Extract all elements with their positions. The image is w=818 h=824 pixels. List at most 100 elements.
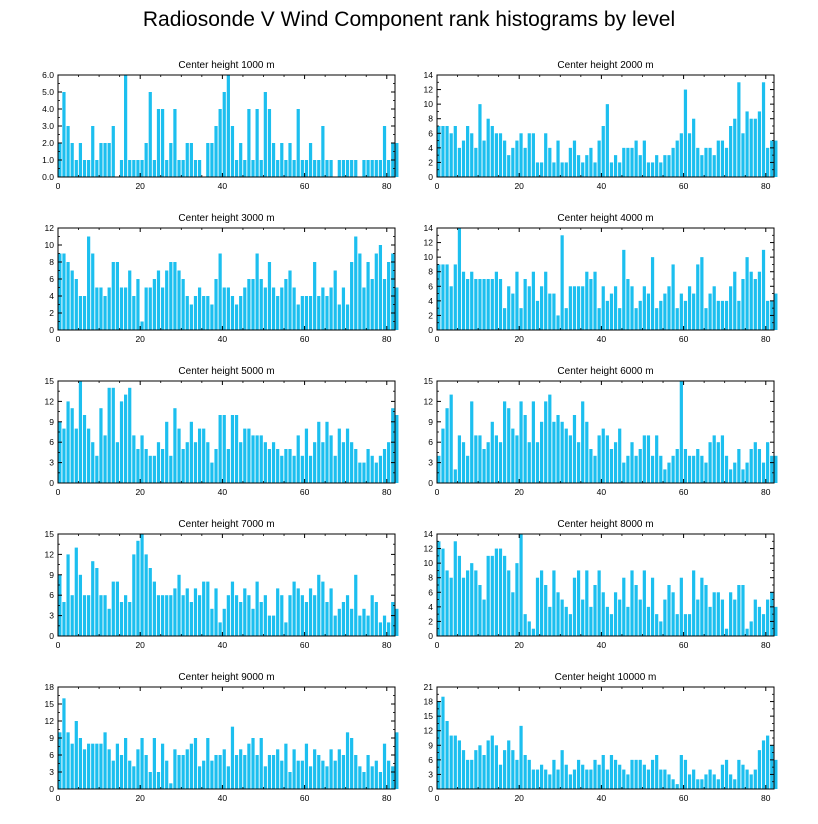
histogram-bar [152, 455, 156, 483]
histogram-bar [478, 279, 482, 330]
histogram-bar [165, 595, 169, 636]
x-tick-label: 60 [679, 487, 689, 497]
histogram-bar [700, 779, 704, 789]
page-title: Radiosonde V Wind Component rank histogr… [142, 8, 676, 31]
histogram-bar [124, 75, 128, 177]
histogram-bar [482, 279, 486, 330]
histogram-bar [482, 599, 486, 636]
y-tick-label: 6 [49, 437, 54, 447]
histogram-bar [333, 270, 337, 330]
histogram-bar [675, 614, 679, 636]
histogram-bar [576, 759, 581, 789]
histogram-bar [486, 555, 490, 636]
histogram-bar [774, 606, 778, 636]
y-tick-label: 12 [424, 726, 434, 736]
y-tick-label: 21 [424, 682, 434, 692]
histogram-bar [70, 408, 74, 483]
histogram-bar [531, 401, 535, 483]
histogram-bar [304, 160, 309, 177]
histogram-bar [210, 304, 214, 330]
x-tick-label: 0 [56, 487, 61, 497]
histogram-bar [144, 755, 148, 789]
panel-title: Center height 1000 m [178, 60, 274, 71]
histogram-bar [218, 415, 222, 483]
histogram-bar [350, 442, 354, 483]
histogram-bar [646, 293, 651, 330]
histogram-bar [441, 126, 445, 177]
histogram-bar [511, 147, 515, 177]
histogram-bar [457, 228, 462, 330]
histogram-bar [650, 759, 655, 789]
histogram-bar [449, 133, 453, 177]
histogram-bar [78, 143, 83, 177]
histogram-bar [663, 293, 667, 330]
histogram-bar [470, 759, 474, 789]
histogram-bar [239, 143, 243, 177]
histogram-bar [263, 442, 267, 483]
histogram-bar [646, 606, 651, 636]
x-tick-label: 80 [382, 334, 392, 344]
x-tick-label: 80 [761, 640, 771, 650]
histogram-bar [313, 595, 317, 636]
histogram-bar [519, 725, 523, 789]
histogram-bar [687, 614, 692, 636]
histogram-bar [288, 270, 292, 330]
histogram-bar [313, 262, 317, 330]
histogram-bar [222, 92, 226, 177]
histogram-bar [482, 449, 486, 483]
histogram-bar [66, 554, 70, 636]
histogram-bar [679, 381, 683, 483]
histogram-bar [708, 769, 712, 789]
histogram-bar [230, 296, 235, 330]
histogram-bar [515, 759, 519, 789]
histogram-bar [609, 293, 614, 330]
histogram-bar [737, 759, 741, 789]
histogram-bar [169, 595, 173, 636]
panel-title: Center height 5000 m [178, 366, 274, 377]
histogram-bar [280, 455, 284, 483]
histogram-bar [395, 732, 399, 789]
histogram-bar [568, 614, 572, 636]
histogram-bar [325, 296, 329, 330]
histogram-bar [206, 442, 210, 483]
histogram-bar [560, 599, 564, 636]
y-tick-label: 6 [428, 128, 433, 138]
histogram-bar [173, 588, 177, 636]
histogram-bar [251, 608, 255, 636]
histogram-bar [539, 570, 544, 636]
y-tick-label: 4 [428, 296, 433, 306]
histogram-bar [556, 592, 560, 636]
histogram-bar [687, 455, 692, 483]
x-tick-label: 80 [761, 181, 771, 191]
histogram-bar [280, 595, 284, 636]
histogram-bar [271, 143, 276, 177]
y-tick-label: 0 [49, 631, 54, 641]
histogram-bar [696, 147, 700, 177]
histogram-bar [74, 547, 78, 636]
histogram-bar [515, 271, 519, 330]
histogram-bar [337, 160, 341, 177]
histogram-bar [308, 296, 313, 330]
histogram-bar [91, 561, 95, 636]
histogram-bar [667, 774, 671, 789]
histogram-bar [395, 143, 399, 177]
histogram-bar [78, 574, 83, 636]
histogram-bar [226, 595, 230, 636]
y-tick-label: 1.0 [42, 155, 54, 165]
histogram-bar [345, 595, 350, 636]
histogram-bar [255, 253, 259, 330]
histogram-bar [382, 449, 387, 483]
histogram-bar [519, 401, 523, 483]
histogram-bar [544, 271, 548, 330]
histogram-bar [296, 304, 300, 330]
y-tick-label: 4.0 [42, 104, 54, 114]
histogram-bar [259, 738, 263, 789]
histogram-bar [531, 769, 535, 789]
histogram-bar [144, 143, 148, 177]
histogram-bar [753, 599, 757, 636]
histogram-bar [62, 698, 66, 789]
histogram-bar [437, 126, 441, 177]
x-tick-label: 0 [435, 487, 440, 497]
histogram-bar [247, 109, 251, 177]
histogram-bar [366, 262, 370, 330]
